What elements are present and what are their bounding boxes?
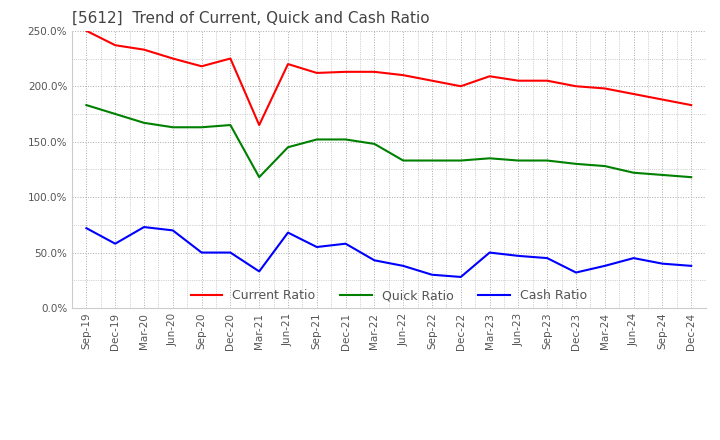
Cash Ratio <box>572 270 580 275</box>
Quick Ratio <box>284 145 292 150</box>
Cash Ratio <box>284 230 292 235</box>
Current Ratio <box>140 47 148 52</box>
Current Ratio <box>600 86 609 91</box>
Quick Ratio <box>197 125 206 130</box>
Quick Ratio <box>255 175 264 180</box>
Quick Ratio <box>140 120 148 125</box>
Cash Ratio <box>399 263 408 268</box>
Quick Ratio <box>399 158 408 163</box>
Current Ratio <box>658 97 667 102</box>
Current Ratio <box>399 73 408 78</box>
Quick Ratio <box>485 156 494 161</box>
Quick Ratio <box>514 158 523 163</box>
Current Ratio <box>514 78 523 83</box>
Quick Ratio <box>456 158 465 163</box>
Quick Ratio <box>600 163 609 169</box>
Quick Ratio <box>658 172 667 178</box>
Cash Ratio <box>687 263 696 268</box>
Cash Ratio <box>600 263 609 268</box>
Current Ratio <box>168 56 177 61</box>
Quick Ratio <box>629 170 638 176</box>
Quick Ratio <box>111 111 120 117</box>
Cash Ratio <box>226 250 235 255</box>
Current Ratio <box>82 28 91 33</box>
Quick Ratio <box>226 122 235 128</box>
Current Ratio <box>341 69 350 74</box>
Cash Ratio <box>485 250 494 255</box>
Current Ratio <box>284 62 292 67</box>
Cash Ratio <box>370 258 379 263</box>
Current Ratio <box>543 78 552 83</box>
Quick Ratio <box>543 158 552 163</box>
Current Ratio <box>428 78 436 83</box>
Line: Current Ratio: Current Ratio <box>86 31 691 125</box>
Current Ratio <box>687 103 696 108</box>
Current Ratio <box>572 84 580 89</box>
Cash Ratio <box>341 241 350 246</box>
Current Ratio <box>226 56 235 61</box>
Cash Ratio <box>658 261 667 266</box>
Cash Ratio <box>255 269 264 274</box>
Quick Ratio <box>572 161 580 166</box>
Quick Ratio <box>428 158 436 163</box>
Line: Quick Ratio: Quick Ratio <box>86 105 691 177</box>
Quick Ratio <box>341 137 350 142</box>
Cash Ratio <box>428 272 436 277</box>
Cash Ratio <box>168 228 177 233</box>
Current Ratio <box>255 122 264 128</box>
Cash Ratio <box>543 256 552 261</box>
Legend: Current Ratio, Quick Ratio, Cash Ratio: Current Ratio, Quick Ratio, Cash Ratio <box>186 284 592 307</box>
Current Ratio <box>197 64 206 69</box>
Cash Ratio <box>82 226 91 231</box>
Current Ratio <box>370 69 379 74</box>
Cash Ratio <box>111 241 120 246</box>
Cash Ratio <box>629 256 638 261</box>
Cash Ratio <box>514 253 523 259</box>
Cash Ratio <box>312 244 321 249</box>
Line: Cash Ratio: Cash Ratio <box>86 227 691 277</box>
Quick Ratio <box>312 137 321 142</box>
Quick Ratio <box>687 175 696 180</box>
Text: [5612]  Trend of Current, Quick and Cash Ratio: [5612] Trend of Current, Quick and Cash … <box>72 11 430 26</box>
Current Ratio <box>456 84 465 89</box>
Quick Ratio <box>168 125 177 130</box>
Current Ratio <box>312 70 321 76</box>
Quick Ratio <box>370 141 379 147</box>
Quick Ratio <box>82 103 91 108</box>
Current Ratio <box>485 73 494 79</box>
Current Ratio <box>629 92 638 97</box>
Cash Ratio <box>456 274 465 279</box>
Cash Ratio <box>140 224 148 230</box>
Current Ratio <box>111 43 120 48</box>
Cash Ratio <box>197 250 206 255</box>
